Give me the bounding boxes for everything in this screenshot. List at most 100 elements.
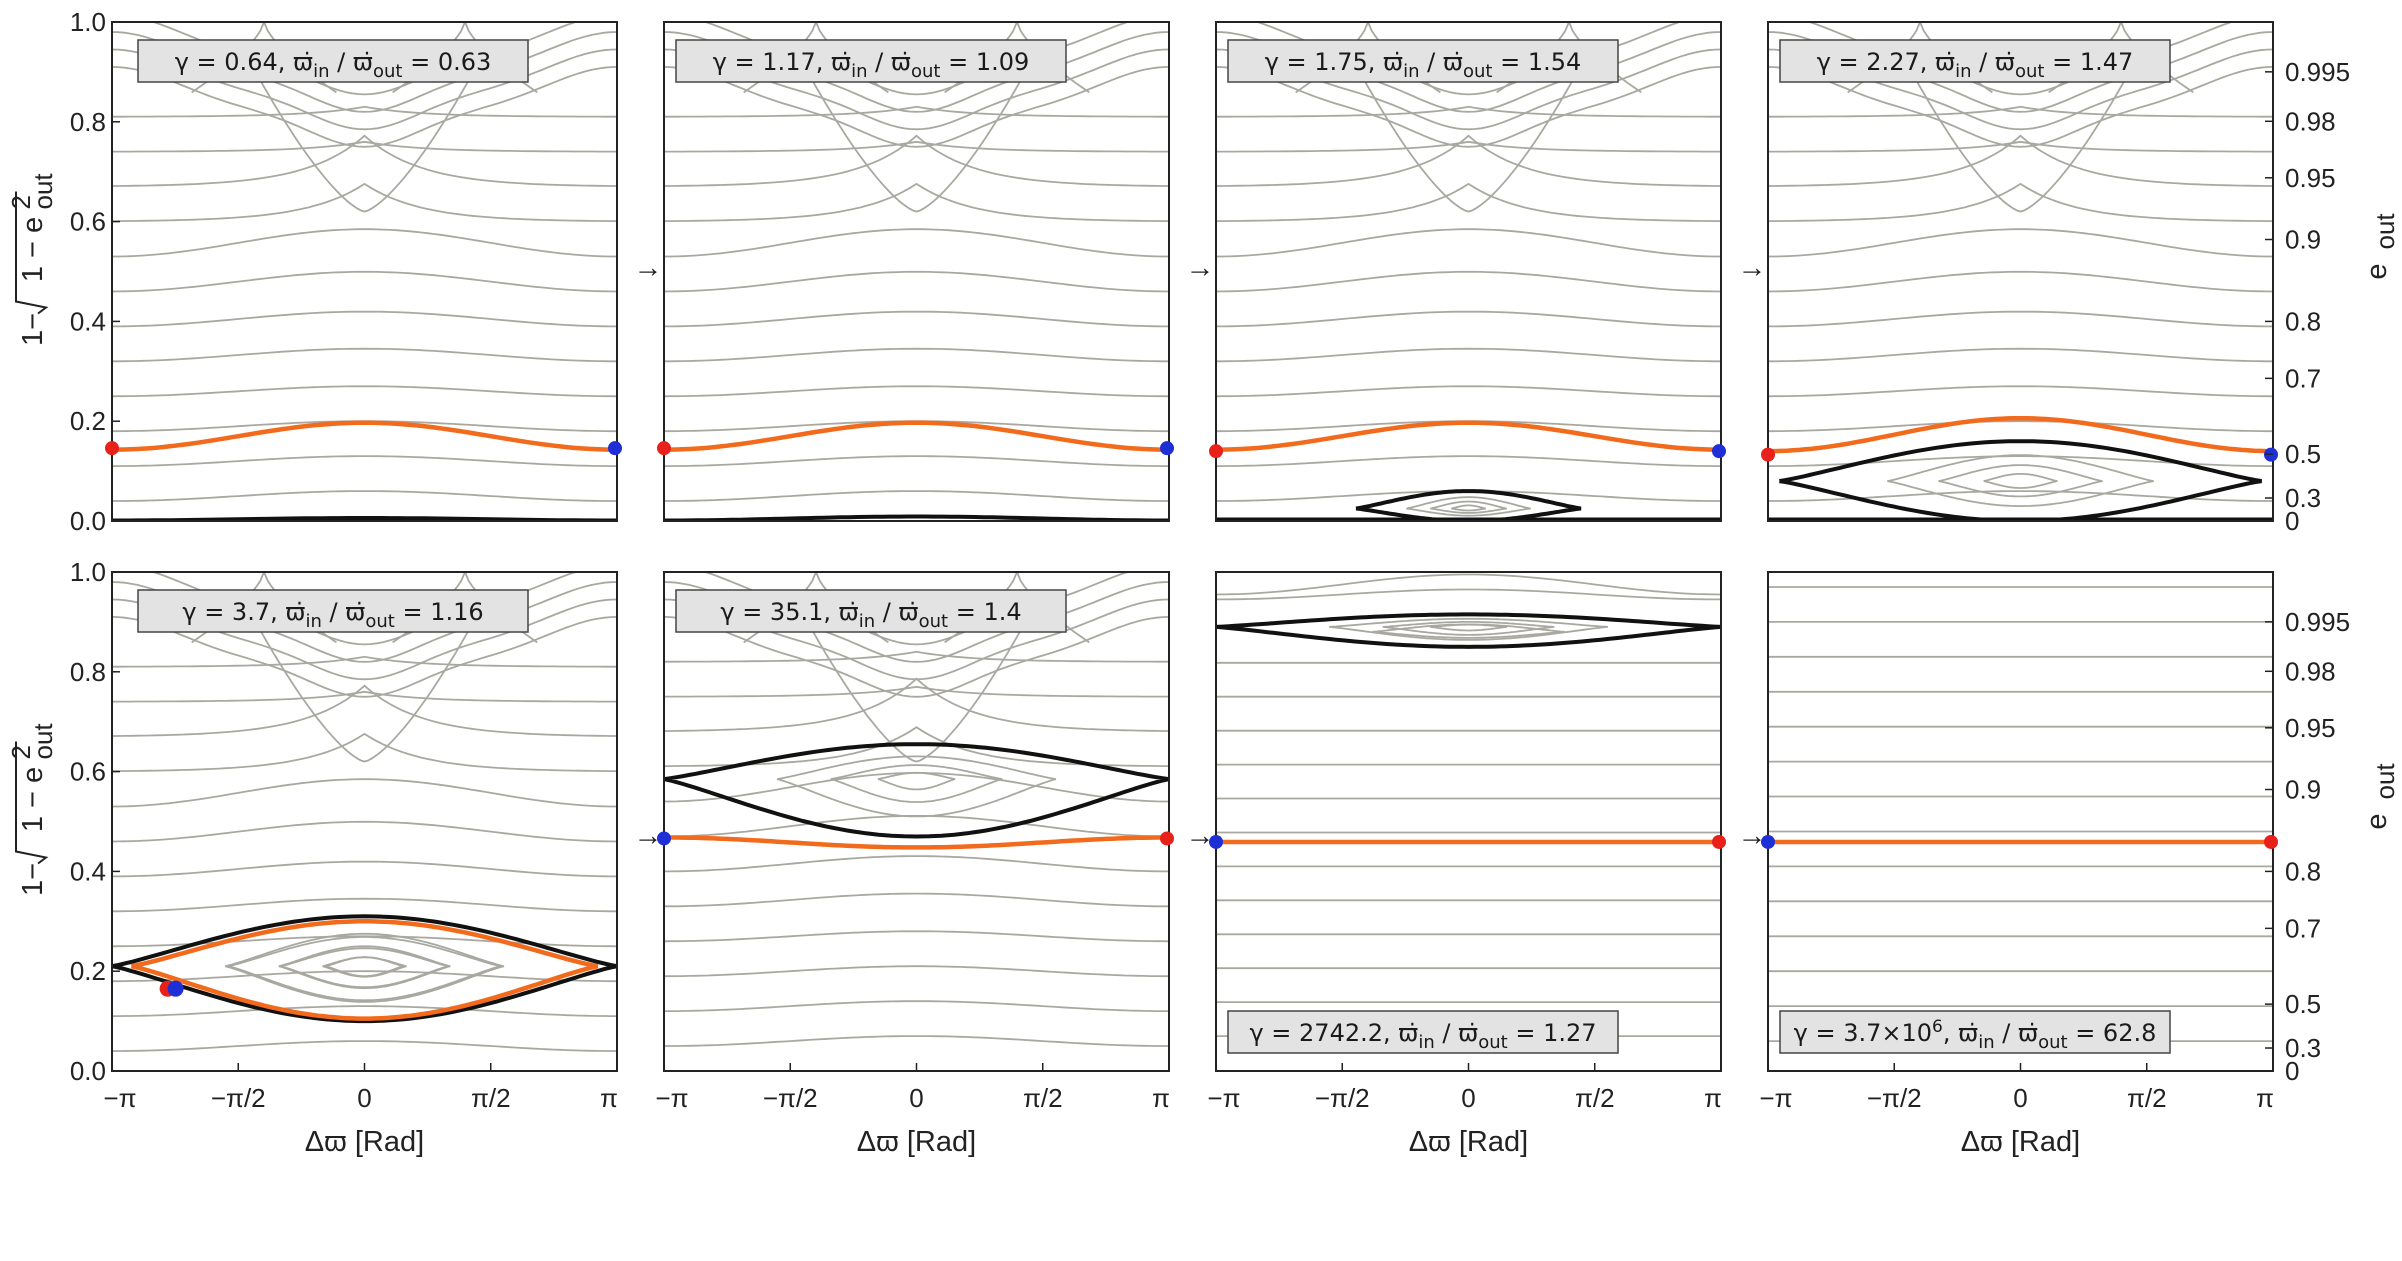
plot-area — [1768, 586, 2273, 1042]
island-contour — [278, 945, 451, 990]
annotation-part: , ϖ̇ — [1368, 48, 1403, 76]
panel-top-4: γ = 2.27, ϖ̇in / ϖ̇out = 1.47 0.9950.980.… — [1738, 21, 2400, 536]
contour-line — [112, 1040, 617, 1052]
end-dot — [167, 980, 184, 997]
island-contour — [224, 932, 505, 1003]
contour-line — [1216, 310, 1721, 328]
contour-line — [112, 105, 617, 118]
annotation-part: / ϖ̇ — [322, 598, 365, 626]
annotation-part: / ϖ̇ — [1420, 48, 1463, 76]
contour-line — [664, 772, 1169, 803]
panel-frame — [1767, 571, 2274, 1072]
e-tick-label: 0.3 — [2285, 1033, 2321, 1063]
panel-bot-2: γ = 35.1, ϖ̇in / ϖ̇out = 1.4 −π −π/2 0 π/2 π Δ… — [634, 571, 1174, 1158]
contour-line — [112, 970, 617, 983]
panel-top-2: γ = 1.17, ϖ̇in / ϖ̇out = 1.09 → — [634, 21, 1174, 522]
annotation-part: in — [1403, 61, 1419, 82]
panel-top-3: γ = 1.75, ϖ̇in / ϖ̇out = 1.54 → — [1186, 21, 1726, 522]
contour-line — [1768, 270, 2273, 293]
trajectory-curve — [112, 420, 617, 452]
contour-line — [664, 228, 1169, 258]
contour-line — [664, 182, 1169, 222]
plot-area — [112, 22, 617, 521]
e-tick-label: 0.7 — [2285, 363, 2321, 393]
annotation-part: γ = 2742.2 — [1249, 1019, 1383, 1047]
e-label-sub: out — [2370, 213, 2400, 250]
y-tick-label: 1.0 — [70, 7, 106, 37]
annotation-part: , ϖ̇ — [816, 48, 851, 76]
x-tick-label: π — [1704, 1083, 1722, 1113]
annotation-text: γ = 1.17, ϖ̇in / ϖ̇out = 1.09 — [713, 48, 1030, 82]
island-contour — [1406, 496, 1531, 517]
y-tick-label: 0.4 — [70, 856, 106, 886]
trajectory-curve — [664, 420, 1169, 452]
x-tick-label: −π — [1207, 1083, 1240, 1113]
island-contour — [1938, 464, 2103, 498]
contour-line — [1216, 105, 1721, 118]
island-contour — [1887, 454, 2154, 508]
e-tick-label: 0.3 — [2285, 483, 2321, 513]
x-tick-label: 0 — [909, 1083, 923, 1113]
annotation-box — [675, 589, 1067, 633]
e-label: e — [2361, 263, 2393, 279]
contour-line — [664, 385, 1169, 398]
annotation-part: in — [1978, 1032, 1994, 1053]
contour-line — [1768, 134, 2273, 187]
x-tick-label: π/2 — [471, 1083, 511, 1113]
contour-line — [1915, 79, 2126, 213]
contour-line — [1768, 228, 2273, 258]
x-tick-label: −π/2 — [763, 1083, 818, 1113]
annotation-box — [1227, 1010, 1619, 1054]
annotation-part: = 1.27 — [1508, 1019, 1597, 1047]
annotation-part: in — [1418, 1032, 1434, 1053]
contour-line — [664, 66, 1169, 148]
x-tick-label: 0 — [357, 1083, 371, 1113]
end-dot — [1761, 834, 1775, 849]
island-contour — [776, 755, 1057, 818]
contour-line — [664, 815, 1169, 838]
island-contour — [325, 956, 404, 977]
annotation-part: out — [911, 61, 940, 82]
e-tick-label: 0.95 — [2285, 713, 2336, 743]
contour-line — [1216, 573, 1721, 596]
end-dot — [608, 441, 622, 456]
x-tick-label: π/2 — [2127, 1083, 2167, 1113]
contour-line — [664, 490, 1169, 502]
annotation-part: γ = 35.1 — [720, 598, 823, 626]
annotation-part: , ϖ̇ — [1943, 1019, 1978, 1047]
e-tick-label: 0.995 — [2285, 57, 2350, 87]
transition-arrow: → — [1738, 252, 1767, 284]
contour-line — [811, 629, 1022, 763]
annotation-part: 6 — [1932, 1017, 1943, 1037]
contour-line — [664, 930, 1169, 943]
annotation-part: out — [919, 611, 948, 632]
x-axis-label: Δϖ [Rad] — [857, 1126, 976, 1158]
contour-line — [1768, 385, 2273, 398]
annotation-part: / ϖ̇ — [1995, 1019, 2038, 1047]
trajectory-curve — [1768, 415, 2273, 454]
contour-line — [664, 105, 1169, 118]
x-tick-label: −π — [1759, 1083, 1792, 1113]
x-tick-label: π/2 — [1575, 1083, 1615, 1113]
plot-area — [1768, 22, 2273, 521]
contour-line — [112, 616, 617, 698]
annotation-box — [137, 39, 529, 83]
island-contour — [280, 947, 449, 989]
annotation: γ = 1.17, ϖ̇in / ϖ̇out = 1.09 — [675, 39, 1067, 83]
contour-line — [1806, 22, 2235, 96]
contour-line — [1363, 79, 1574, 213]
annotation: γ = 3.7, ϖ̇in / ϖ̇out = 1.16 — [137, 589, 529, 633]
annotation-part: / ϖ̇ — [868, 48, 911, 76]
plot-area — [112, 572, 617, 1052]
contour-line — [664, 1000, 1169, 1012]
end-dot — [1712, 444, 1726, 459]
contour-line — [112, 732, 617, 772]
start-dot — [657, 441, 671, 456]
e-tick-label: 0 — [2285, 1056, 2299, 1086]
x-tick-label: π — [1152, 1083, 1170, 1113]
x-axis-label: Δϖ [Rad] — [305, 1126, 424, 1158]
island-contour — [227, 936, 502, 1002]
plot-area — [1216, 573, 1721, 1037]
contour-line — [664, 310, 1169, 328]
